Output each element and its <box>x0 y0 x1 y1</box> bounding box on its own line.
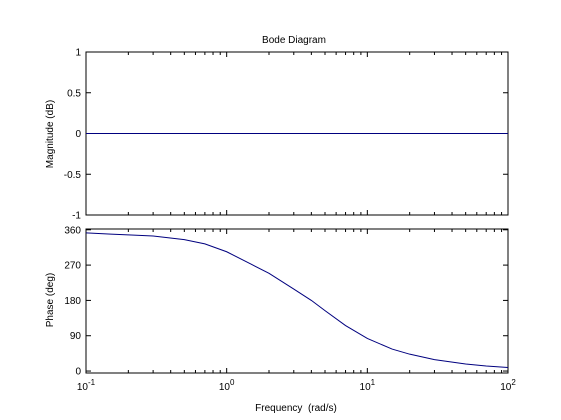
magnitude-y-tick-label: 0.5 <box>67 88 81 99</box>
phase-series-line <box>85 232 509 369</box>
magnitude-y-tick-label: 0 <box>75 129 81 140</box>
phase-y-tick-label: 0 <box>75 367 81 378</box>
magnitude-axis-label: Magnitude (dB) <box>45 100 56 168</box>
phase-y-tick-label: 270 <box>64 261 81 272</box>
frequency-axis-label: Frequency (rad/s) <box>255 403 337 414</box>
phase-axis-label: Phase (deg) <box>45 273 56 327</box>
phase-y-tick-label: 180 <box>64 296 81 307</box>
chart-title: Bode Diagram <box>262 35 326 46</box>
phase-axes: 360 270 180 90 010-1 100 101 102 <box>64 225 516 393</box>
frequency-tick-label: 102 <box>500 378 516 393</box>
phase-y-tick-label: 360 <box>64 225 81 236</box>
magnitude-y-tick-label: -0.5 <box>64 170 82 181</box>
magnitude-axes: 1 0.5 0 -0.5 -1 <box>64 48 509 222</box>
phase-y-tick-label: 90 <box>70 331 82 342</box>
frequency-tick-label: 101 <box>360 378 376 393</box>
frequency-tick-label: 10-1 <box>77 378 96 393</box>
magnitude-y-tick-label: 1 <box>75 48 81 59</box>
frequency-tick-label: 100 <box>219 378 235 393</box>
phase-axes-box <box>85 228 509 374</box>
magnitude-y-tick-label: -1 <box>72 211 81 222</box>
